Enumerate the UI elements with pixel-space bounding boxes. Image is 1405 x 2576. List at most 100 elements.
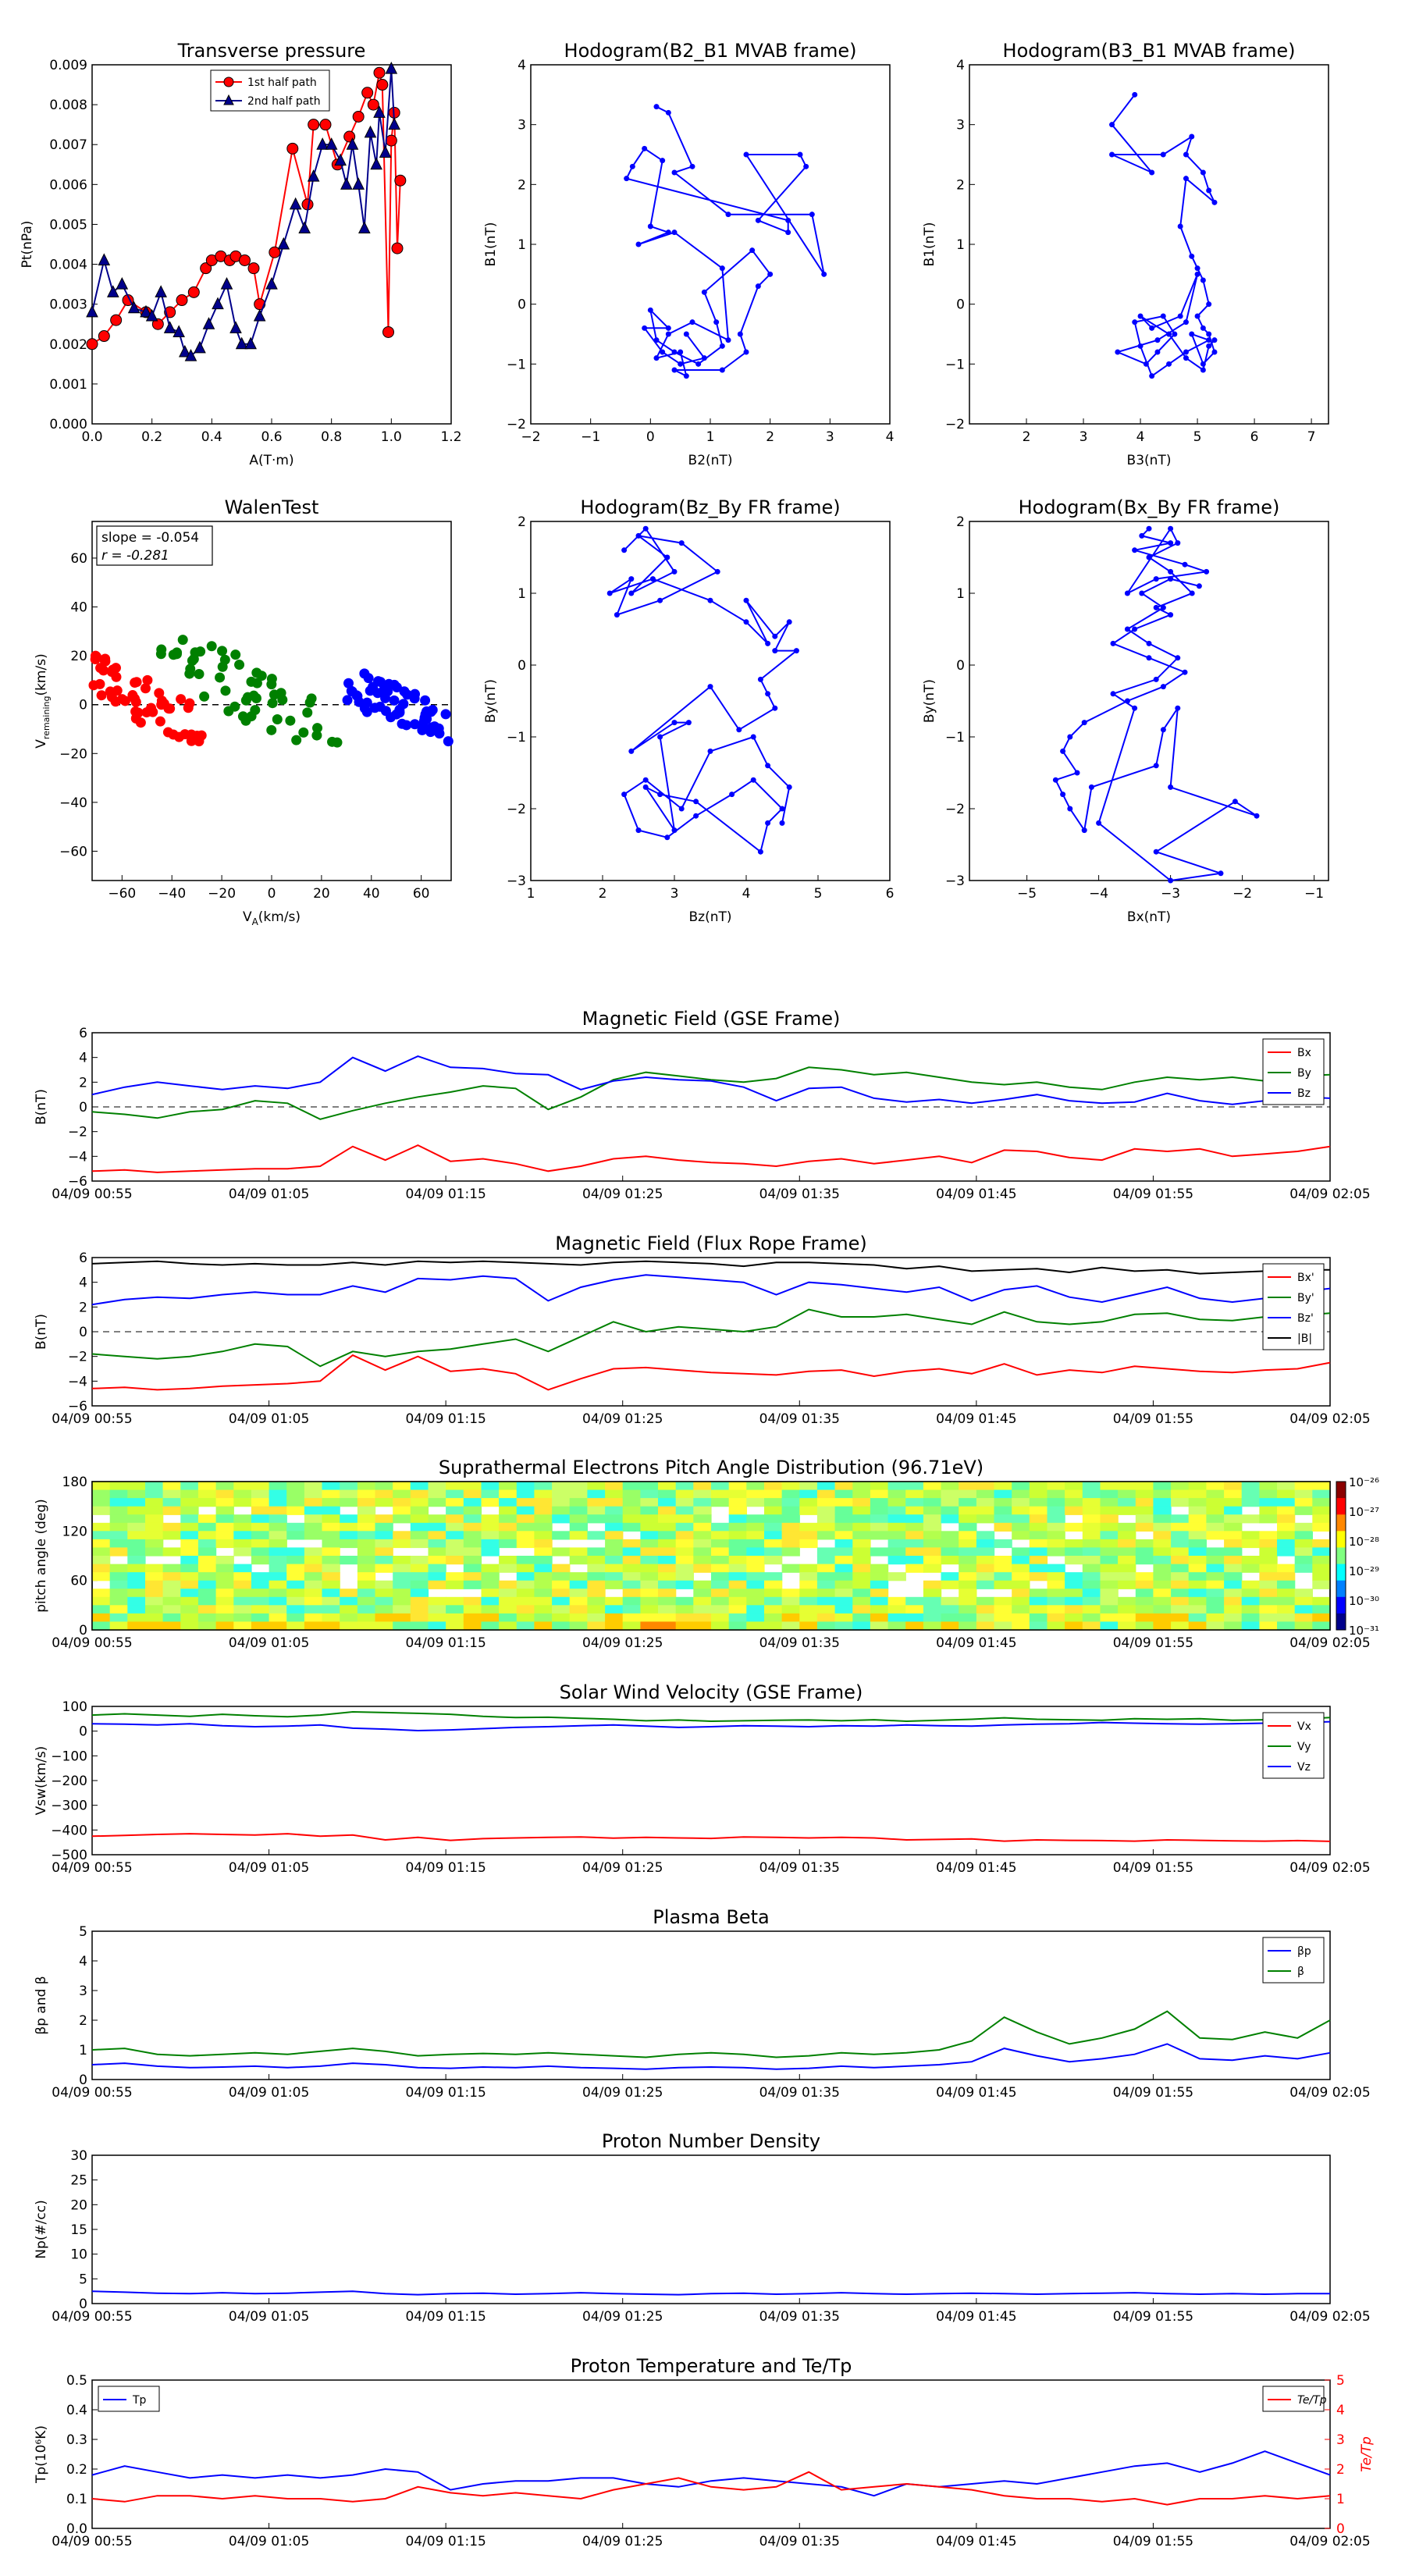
heatmap-cell	[410, 1589, 429, 1598]
heatmap-cell	[499, 1531, 518, 1540]
heatmap-cell	[675, 1547, 694, 1557]
heatmap-cell	[322, 1522, 340, 1532]
heatmap-cell	[658, 1580, 677, 1589]
heatmap-cell	[1277, 1589, 1296, 1598]
heatmap-cell	[1082, 1522, 1101, 1532]
heatmap-cell	[693, 1580, 712, 1589]
heatmap-cell	[446, 1531, 464, 1540]
heatmap-cell	[640, 1564, 659, 1573]
heatmap-cell	[180, 1482, 199, 1491]
heatmap-cell	[658, 1539, 677, 1549]
heatmap-cell	[393, 1514, 411, 1524]
heatmap-cell	[286, 1556, 305, 1565]
y-tick-label: −6	[68, 1174, 87, 1190]
time-tick-label: 04/09 01:35	[759, 2309, 840, 2325]
heatmap-cell	[976, 1556, 995, 1565]
heatmap-cell	[799, 1531, 818, 1540]
x-tick-label: 0.4	[201, 429, 222, 445]
data-point	[385, 61, 398, 74]
y-axis-label: Tp(10⁶K)	[34, 2425, 49, 2484]
data-point	[743, 619, 749, 625]
heatmap-cell	[1082, 1539, 1101, 1549]
scatter-point	[419, 712, 430, 723]
heatmap-cell	[1312, 1605, 1331, 1614]
heatmap-cell	[499, 1556, 518, 1565]
y-tick-label: 0	[79, 1724, 87, 1740]
series-line	[91, 72, 401, 345]
heatmap-cell	[693, 1498, 712, 1507]
legend-label: Bz	[1297, 1087, 1311, 1100]
heatmap-cell	[746, 1605, 765, 1614]
heatmap-cell	[994, 1482, 1012, 1491]
heatmap-cell	[959, 1556, 977, 1565]
y-tick-label: 0	[956, 658, 965, 674]
heatmap-cell	[1065, 1605, 1083, 1614]
heatmap-cell	[180, 1564, 199, 1573]
data-point	[1175, 540, 1181, 546]
y-tick-label: 2	[518, 177, 526, 193]
scatter-point	[130, 696, 141, 707]
heatmap-cell	[728, 1514, 747, 1524]
heatmap-cell	[569, 1489, 588, 1499]
legend: Tp	[98, 2386, 160, 2412]
heatmap-cell	[375, 1556, 393, 1565]
heatmap-cell	[852, 1556, 871, 1565]
heatmap-cell	[552, 1498, 571, 1507]
heatmap-cell	[905, 1539, 924, 1549]
heatmap-cell	[870, 1621, 889, 1631]
data-point	[689, 319, 695, 326]
heatmap-cell	[852, 1596, 871, 1606]
scatter-point	[343, 678, 354, 688]
heatmap-cell	[1188, 1506, 1207, 1515]
heatmap-cell	[1277, 1621, 1296, 1631]
heatmap-cell	[1135, 1580, 1154, 1589]
data-point	[683, 331, 689, 337]
heatmap-cell	[92, 1522, 111, 1532]
heatmap-cell	[1047, 1539, 1065, 1549]
heatmap-cell	[1047, 1498, 1065, 1507]
x-tick-label: 2	[766, 429, 774, 445]
scatter-point	[96, 690, 107, 701]
heatmap-cell	[552, 1605, 571, 1614]
heatmap-cell	[197, 1531, 217, 1540]
heatmap-cell	[375, 1514, 393, 1524]
heatmap-cell	[1082, 1556, 1101, 1565]
y-axis-label: B1(nT)	[483, 222, 499, 267]
x-tick-label: 0.0	[81, 429, 102, 445]
data-point	[1168, 784, 1174, 790]
time-tick-label: 04/09 01:15	[405, 1860, 486, 1876]
scatter-point	[246, 676, 257, 687]
data-point	[1206, 343, 1212, 349]
heatmap-cell	[1259, 1580, 1278, 1589]
heatmap-cell	[286, 1522, 305, 1532]
heatmap-cell	[622, 1489, 641, 1499]
heatmap-cell	[428, 1531, 446, 1540]
heatmap-cell	[410, 1522, 429, 1532]
chart-title: Hodogram(Bx_By FR frame)	[1019, 496, 1280, 518]
heatmap-cell	[1259, 1489, 1278, 1499]
heatmap-cell	[1047, 1605, 1065, 1614]
heatmap-cell	[1224, 1589, 1243, 1598]
data-point	[1206, 187, 1212, 194]
heatmap-cell	[781, 1531, 800, 1540]
heatmap-cell	[322, 1572, 340, 1582]
heatmap-cell	[693, 1613, 712, 1623]
data-point	[1146, 525, 1152, 532]
heatmap-cell	[428, 1572, 446, 1582]
heatmap-cell	[711, 1547, 730, 1557]
heatmap-cell	[1277, 1506, 1296, 1515]
data-point	[394, 174, 407, 187]
heatmap-cell	[976, 1621, 995, 1631]
heatmap-cell	[746, 1589, 765, 1598]
heatmap-cell	[640, 1531, 659, 1540]
data-point	[642, 325, 648, 331]
heatmap-cell	[976, 1539, 995, 1549]
heatmap-cell	[1277, 1522, 1296, 1532]
heatmap-cell	[1171, 1531, 1190, 1540]
heatmap-cell	[357, 1547, 376, 1557]
heatmap-cell	[658, 1498, 677, 1507]
heatmap-cell	[269, 1589, 287, 1598]
heatmap-cell	[605, 1489, 624, 1499]
heatmap-cell	[816, 1547, 836, 1557]
heatmap-cell	[233, 1605, 252, 1614]
